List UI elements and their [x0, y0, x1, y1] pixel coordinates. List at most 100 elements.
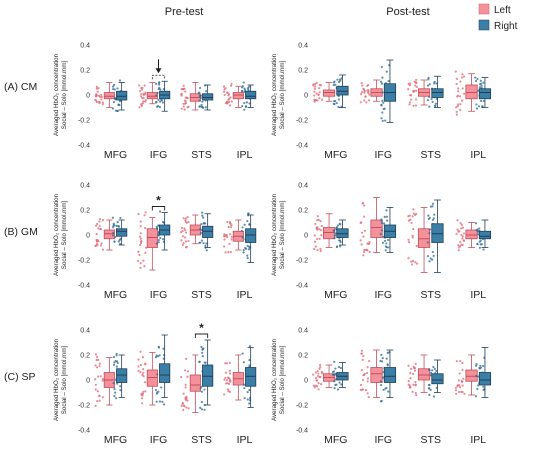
y-tick-label: -0.4 — [296, 283, 308, 290]
data-point — [225, 362, 228, 365]
data-point — [360, 369, 363, 372]
data-point — [462, 239, 466, 242]
panel-5: Averaged HbO₂ concentration Social – Solo… — [271, 328, 492, 446]
data-point — [139, 262, 142, 265]
data-point — [461, 226, 465, 229]
data-point — [142, 375, 145, 378]
data-point — [138, 106, 141, 109]
data-point — [366, 380, 369, 383]
data-point — [319, 247, 322, 251]
data-point — [362, 204, 366, 207]
data-point — [407, 238, 410, 241]
y-tick-label: 0.4 — [298, 328, 308, 335]
data-point — [248, 345, 252, 348]
data-point — [407, 380, 410, 383]
data-point — [432, 254, 435, 258]
data-point — [156, 227, 159, 230]
data-point — [363, 250, 366, 254]
data-point — [366, 366, 369, 369]
data-point — [457, 379, 460, 382]
data-point — [318, 227, 321, 231]
x-tick-label: STS — [421, 149, 441, 161]
box-left — [146, 92, 158, 100]
y-tick-label: 0.2 — [80, 353, 90, 360]
data-point — [182, 241, 185, 245]
data-point — [359, 388, 362, 391]
data-point — [475, 103, 478, 106]
data-point — [143, 265, 146, 268]
panel-3: Averaged HbO₂ concentration Social – Solo… — [271, 183, 492, 301]
data-point — [412, 212, 415, 215]
data-point — [139, 350, 142, 353]
data-point — [242, 81, 245, 84]
data-point — [117, 224, 120, 228]
data-point — [155, 82, 158, 85]
data-point — [229, 96, 232, 99]
data-point — [477, 230, 480, 233]
data-point — [455, 392, 458, 395]
data-point — [338, 245, 342, 248]
data-point — [317, 93, 320, 96]
data-point — [380, 218, 383, 221]
y-tick-label: 0.2 — [298, 68, 308, 75]
data-point — [227, 100, 231, 104]
data-point — [482, 385, 485, 388]
data-point — [456, 228, 459, 231]
data-point — [410, 94, 413, 97]
x-tick-label: IFG — [150, 434, 168, 446]
data-point — [184, 102, 187, 105]
data-point — [461, 237, 464, 240]
data-point — [185, 245, 189, 249]
y-axis-label-units: Social – Solo [mmol.mm] — [279, 61, 286, 130]
data-point — [479, 99, 483, 102]
legend-label-right: Right — [494, 21, 518, 32]
data-point — [101, 377, 104, 381]
data-point — [96, 243, 99, 247]
data-point — [199, 387, 202, 390]
data-point — [382, 376, 385, 379]
data-point — [384, 249, 387, 252]
y-tick-label: 0 — [304, 233, 308, 240]
data-point — [478, 227, 481, 230]
data-point — [426, 98, 429, 102]
data-point — [407, 241, 411, 244]
data-point — [312, 373, 315, 376]
data-point — [143, 84, 146, 87]
data-point — [477, 89, 480, 92]
data-point — [313, 240, 317, 243]
data-point — [338, 239, 342, 242]
data-point — [428, 83, 431, 86]
y-axis-label-units: Social – Solo [mmol.mm] — [279, 346, 286, 415]
data-point — [407, 88, 410, 91]
data-point — [434, 102, 438, 105]
data-point — [246, 219, 249, 223]
data-point — [203, 408, 206, 411]
x-tick-label: STS — [421, 289, 441, 301]
data-point — [225, 379, 228, 382]
data-point — [94, 404, 97, 407]
data-point — [317, 372, 320, 375]
data-point — [360, 221, 363, 224]
data-point — [161, 101, 165, 104]
data-point — [143, 214, 146, 217]
data-point — [184, 386, 187, 389]
data-point — [410, 260, 413, 263]
data-point — [462, 377, 465, 380]
data-point — [380, 353, 383, 356]
row-label-b: (B) GM — [4, 226, 38, 238]
data-point — [182, 392, 185, 395]
data-point — [199, 227, 202, 230]
data-point — [313, 94, 316, 97]
data-point — [112, 226, 115, 229]
data-point — [200, 223, 203, 226]
data-point — [183, 227, 186, 230]
box-right — [159, 363, 171, 383]
data-point — [456, 219, 459, 222]
data-point — [333, 360, 336, 363]
data-point — [141, 356, 145, 359]
data-point — [474, 222, 478, 225]
data-point — [162, 403, 166, 406]
y-tick-label: -0.2 — [78, 118, 90, 125]
data-point — [142, 96, 145, 100]
data-point — [414, 84, 417, 87]
